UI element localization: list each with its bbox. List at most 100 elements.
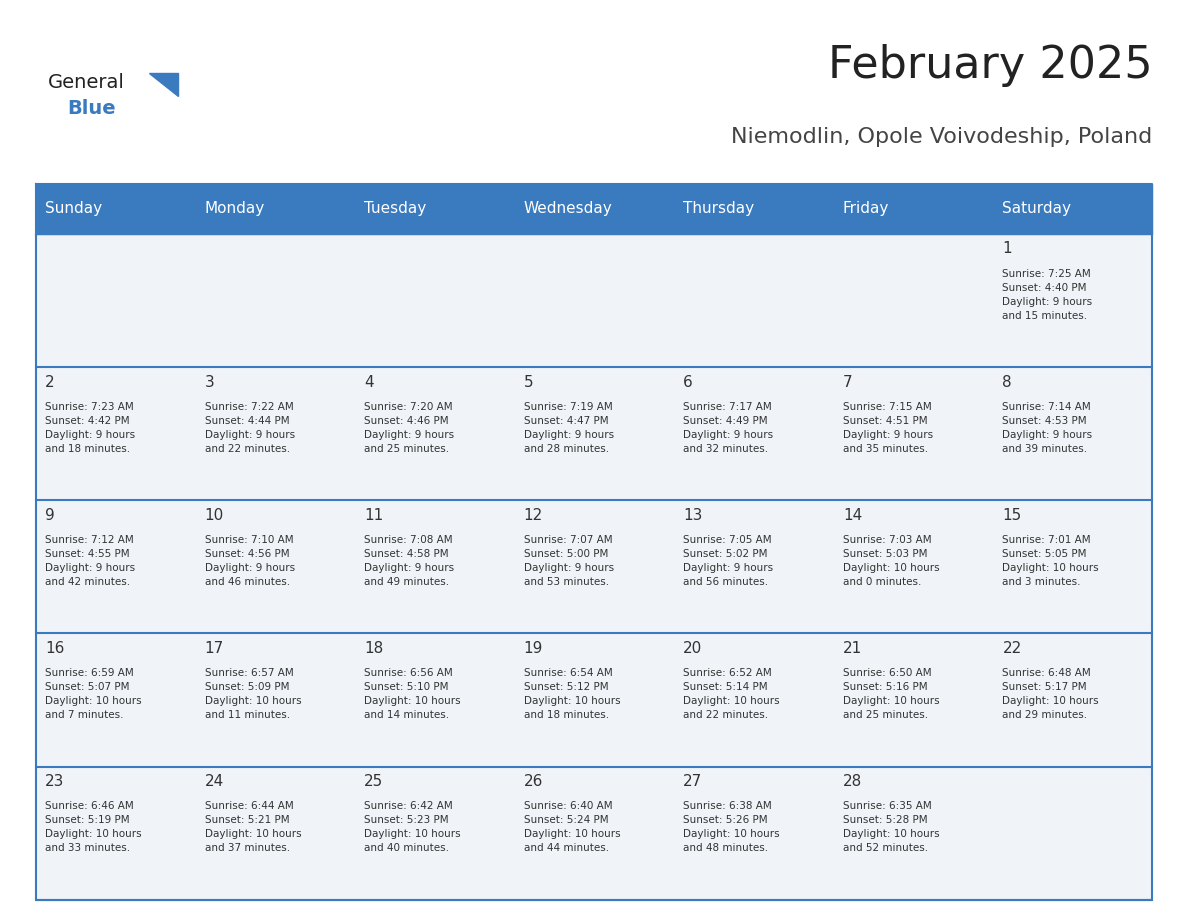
Text: 4: 4 (365, 375, 374, 389)
Bar (514, 500, 674, 633)
Text: Sunrise: 7:25 AM
Sunset: 4:40 PM
Daylight: 9 hours
and 15 minutes.: Sunrise: 7:25 AM Sunset: 4:40 PM Dayligh… (1003, 269, 1093, 321)
Text: Sunrise: 6:42 AM
Sunset: 5:23 PM
Daylight: 10 hours
and 40 minutes.: Sunrise: 6:42 AM Sunset: 5:23 PM Dayligh… (365, 801, 461, 854)
Text: 27: 27 (683, 774, 702, 789)
Text: Tuesday: Tuesday (365, 201, 426, 217)
Bar (195, 234, 355, 367)
Text: Friday: Friday (842, 201, 890, 217)
Text: 14: 14 (842, 508, 862, 522)
Bar (36, 367, 195, 500)
Bar (674, 633, 833, 767)
Text: Sunrise: 7:20 AM
Sunset: 4:46 PM
Daylight: 9 hours
and 25 minutes.: Sunrise: 7:20 AM Sunset: 4:46 PM Dayligh… (365, 402, 454, 454)
Text: Sunrise: 6:59 AM
Sunset: 5:07 PM
Daylight: 10 hours
and 7 minutes.: Sunrise: 6:59 AM Sunset: 5:07 PM Dayligh… (45, 668, 141, 721)
Text: 22: 22 (1003, 641, 1022, 655)
Bar (833, 767, 993, 900)
Bar (514, 184, 674, 234)
Text: Sunrise: 7:10 AM
Sunset: 4:56 PM
Daylight: 9 hours
and 46 minutes.: Sunrise: 7:10 AM Sunset: 4:56 PM Dayligh… (204, 535, 295, 588)
Bar (674, 767, 833, 900)
Text: 9: 9 (45, 508, 55, 522)
Bar (833, 500, 993, 633)
Text: 6: 6 (683, 375, 693, 389)
Text: Sunrise: 6:35 AM
Sunset: 5:28 PM
Daylight: 10 hours
and 52 minutes.: Sunrise: 6:35 AM Sunset: 5:28 PM Dayligh… (842, 801, 940, 854)
Text: General: General (48, 73, 125, 92)
Bar (993, 633, 1152, 767)
Text: 12: 12 (524, 508, 543, 522)
Text: Sunrise: 6:44 AM
Sunset: 5:21 PM
Daylight: 10 hours
and 37 minutes.: Sunrise: 6:44 AM Sunset: 5:21 PM Dayligh… (204, 801, 302, 854)
Text: 7: 7 (842, 375, 853, 389)
Text: Saturday: Saturday (1003, 201, 1072, 217)
Bar (993, 184, 1152, 234)
Text: Sunrise: 6:48 AM
Sunset: 5:17 PM
Daylight: 10 hours
and 29 minutes.: Sunrise: 6:48 AM Sunset: 5:17 PM Dayligh… (1003, 668, 1099, 721)
Text: 1: 1 (1003, 241, 1012, 256)
Text: Sunrise: 7:12 AM
Sunset: 4:55 PM
Daylight: 9 hours
and 42 minutes.: Sunrise: 7:12 AM Sunset: 4:55 PM Dayligh… (45, 535, 135, 588)
Bar (674, 234, 833, 367)
Text: 13: 13 (683, 508, 703, 522)
Bar (36, 500, 195, 633)
Bar (993, 767, 1152, 900)
Bar (833, 367, 993, 500)
Text: 16: 16 (45, 641, 64, 655)
Bar (36, 234, 195, 367)
Text: Sunrise: 7:22 AM
Sunset: 4:44 PM
Daylight: 9 hours
and 22 minutes.: Sunrise: 7:22 AM Sunset: 4:44 PM Dayligh… (204, 402, 295, 454)
Text: 17: 17 (204, 641, 225, 655)
Text: Sunrise: 6:46 AM
Sunset: 5:19 PM
Daylight: 10 hours
and 33 minutes.: Sunrise: 6:46 AM Sunset: 5:19 PM Dayligh… (45, 801, 141, 854)
Bar (514, 234, 674, 367)
Text: 18: 18 (365, 641, 384, 655)
Text: Sunrise: 7:03 AM
Sunset: 5:03 PM
Daylight: 10 hours
and 0 minutes.: Sunrise: 7:03 AM Sunset: 5:03 PM Dayligh… (842, 535, 940, 588)
Text: 28: 28 (842, 774, 862, 789)
Text: February 2025: February 2025 (828, 44, 1152, 87)
Text: Sunrise: 7:19 AM
Sunset: 4:47 PM
Daylight: 9 hours
and 28 minutes.: Sunrise: 7:19 AM Sunset: 4:47 PM Dayligh… (524, 402, 614, 454)
Text: Sunrise: 6:50 AM
Sunset: 5:16 PM
Daylight: 10 hours
and 25 minutes.: Sunrise: 6:50 AM Sunset: 5:16 PM Dayligh… (842, 668, 940, 721)
Text: 2: 2 (45, 375, 55, 389)
Text: Sunrise: 6:52 AM
Sunset: 5:14 PM
Daylight: 10 hours
and 22 minutes.: Sunrise: 6:52 AM Sunset: 5:14 PM Dayligh… (683, 668, 781, 721)
Text: Sunrise: 6:57 AM
Sunset: 5:09 PM
Daylight: 10 hours
and 11 minutes.: Sunrise: 6:57 AM Sunset: 5:09 PM Dayligh… (204, 668, 302, 721)
Bar (195, 367, 355, 500)
Bar (195, 184, 355, 234)
Bar (833, 184, 993, 234)
Text: 20: 20 (683, 641, 702, 655)
Bar (195, 767, 355, 900)
Text: Sunrise: 7:14 AM
Sunset: 4:53 PM
Daylight: 9 hours
and 39 minutes.: Sunrise: 7:14 AM Sunset: 4:53 PM Dayligh… (1003, 402, 1093, 454)
Text: Sunrise: 6:54 AM
Sunset: 5:12 PM
Daylight: 10 hours
and 18 minutes.: Sunrise: 6:54 AM Sunset: 5:12 PM Dayligh… (524, 668, 620, 721)
Text: 19: 19 (524, 641, 543, 655)
Text: 21: 21 (842, 641, 862, 655)
Bar (355, 184, 514, 234)
Bar (674, 184, 833, 234)
Bar (355, 367, 514, 500)
Text: Sunrise: 6:38 AM
Sunset: 5:26 PM
Daylight: 10 hours
and 48 minutes.: Sunrise: 6:38 AM Sunset: 5:26 PM Dayligh… (683, 801, 781, 854)
Text: Sunrise: 7:17 AM
Sunset: 4:49 PM
Daylight: 9 hours
and 32 minutes.: Sunrise: 7:17 AM Sunset: 4:49 PM Dayligh… (683, 402, 773, 454)
Bar (195, 500, 355, 633)
Text: 24: 24 (204, 774, 225, 789)
Text: Sunrise: 6:40 AM
Sunset: 5:24 PM
Daylight: 10 hours
and 44 minutes.: Sunrise: 6:40 AM Sunset: 5:24 PM Dayligh… (524, 801, 620, 854)
Bar (514, 367, 674, 500)
Bar (36, 633, 195, 767)
Text: Sunrise: 6:56 AM
Sunset: 5:10 PM
Daylight: 10 hours
and 14 minutes.: Sunrise: 6:56 AM Sunset: 5:10 PM Dayligh… (365, 668, 461, 721)
Polygon shape (148, 73, 178, 96)
Text: Sunrise: 7:01 AM
Sunset: 5:05 PM
Daylight: 10 hours
and 3 minutes.: Sunrise: 7:01 AM Sunset: 5:05 PM Dayligh… (1003, 535, 1099, 588)
Bar (195, 633, 355, 767)
Bar (514, 633, 674, 767)
Text: Sunrise: 7:23 AM
Sunset: 4:42 PM
Daylight: 9 hours
and 18 minutes.: Sunrise: 7:23 AM Sunset: 4:42 PM Dayligh… (45, 402, 135, 454)
Text: Sunrise: 7:15 AM
Sunset: 4:51 PM
Daylight: 9 hours
and 35 minutes.: Sunrise: 7:15 AM Sunset: 4:51 PM Dayligh… (842, 402, 933, 454)
Bar (833, 234, 993, 367)
Bar (993, 500, 1152, 633)
Text: Sunrise: 7:08 AM
Sunset: 4:58 PM
Daylight: 9 hours
and 49 minutes.: Sunrise: 7:08 AM Sunset: 4:58 PM Dayligh… (365, 535, 454, 588)
Text: 8: 8 (1003, 375, 1012, 389)
Bar (674, 500, 833, 633)
Bar (993, 234, 1152, 367)
Text: 26: 26 (524, 774, 543, 789)
Bar (993, 367, 1152, 500)
Bar (355, 633, 514, 767)
Text: 5: 5 (524, 375, 533, 389)
Text: 3: 3 (204, 375, 215, 389)
Text: Sunrise: 7:05 AM
Sunset: 5:02 PM
Daylight: 9 hours
and 56 minutes.: Sunrise: 7:05 AM Sunset: 5:02 PM Dayligh… (683, 535, 773, 588)
Text: Monday: Monday (204, 201, 265, 217)
Text: 11: 11 (365, 508, 384, 522)
Bar (514, 767, 674, 900)
Text: Sunrise: 7:07 AM
Sunset: 5:00 PM
Daylight: 9 hours
and 53 minutes.: Sunrise: 7:07 AM Sunset: 5:00 PM Dayligh… (524, 535, 614, 588)
Text: 15: 15 (1003, 508, 1022, 522)
Bar (355, 500, 514, 633)
Bar (36, 767, 195, 900)
Text: Wednesday: Wednesday (524, 201, 613, 217)
Bar (355, 234, 514, 367)
Text: Blue: Blue (68, 98, 116, 118)
